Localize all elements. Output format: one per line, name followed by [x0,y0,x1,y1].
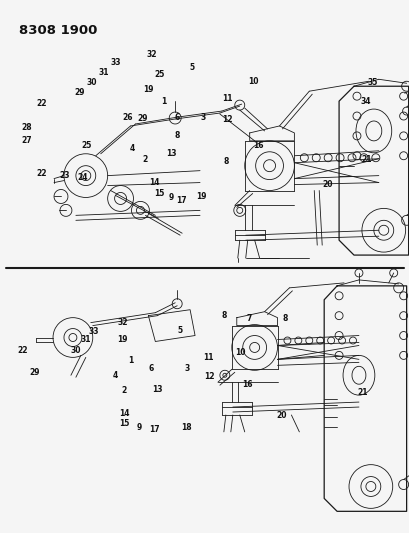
Text: 32: 32 [117,318,128,327]
Text: 16: 16 [242,379,252,389]
Text: 12: 12 [222,115,232,124]
Text: 2: 2 [142,155,147,164]
Text: 33: 33 [110,58,120,67]
Text: 22: 22 [36,99,47,108]
Text: 23: 23 [59,171,70,180]
Text: 25: 25 [81,141,92,150]
Text: 8: 8 [174,131,180,140]
Text: 1: 1 [160,97,166,106]
Text: 30: 30 [86,78,97,87]
Text: 18: 18 [181,423,191,432]
Text: 22: 22 [36,169,47,179]
Text: 1: 1 [128,356,133,365]
Text: 34: 34 [360,97,370,106]
Text: 13: 13 [166,149,176,158]
Text: 4: 4 [130,144,135,154]
Text: 31: 31 [99,68,109,77]
Text: 4: 4 [112,370,118,379]
Text: 15: 15 [154,189,164,198]
Text: 6: 6 [174,112,180,122]
Text: 22: 22 [17,345,28,354]
Text: 11: 11 [222,94,232,103]
Text: 16: 16 [253,141,263,150]
Text: 11: 11 [202,353,213,362]
Text: 27: 27 [21,136,32,145]
Text: 17: 17 [175,196,186,205]
Text: 19: 19 [196,192,207,201]
Text: 10: 10 [235,348,245,357]
Text: 25: 25 [154,70,164,79]
Text: 29: 29 [29,368,40,377]
Text: 28: 28 [21,123,32,132]
Text: 19: 19 [117,335,128,344]
Text: 21: 21 [357,388,367,397]
Text: 9: 9 [169,193,174,202]
Text: 14: 14 [119,409,129,418]
Text: 19: 19 [142,85,153,94]
Text: 30: 30 [70,345,81,354]
Text: 31: 31 [81,335,91,344]
Text: 35: 35 [367,78,377,87]
Text: 5: 5 [189,63,194,72]
Text: 14: 14 [148,179,159,188]
Text: 26: 26 [122,112,133,122]
Text: 3: 3 [200,112,205,122]
Text: 6: 6 [148,364,153,373]
Text: 9: 9 [136,423,142,432]
Text: 8: 8 [221,311,227,320]
Text: 15: 15 [119,419,129,427]
Text: 24: 24 [77,173,88,182]
Text: 21: 21 [361,155,371,164]
Text: 32: 32 [146,50,157,59]
Text: 2: 2 [121,386,127,395]
Text: 13: 13 [151,385,162,394]
Text: 8308 1900: 8308 1900 [19,23,97,37]
Text: 10: 10 [247,77,258,86]
Text: 17: 17 [148,425,159,434]
Text: 7: 7 [246,314,251,323]
Text: 33: 33 [89,327,99,336]
Text: 5: 5 [177,326,182,335]
Text: 3: 3 [184,364,189,373]
Text: 29: 29 [137,114,148,123]
Text: 20: 20 [276,411,286,421]
Text: 20: 20 [321,180,332,189]
Text: 8: 8 [282,314,288,323]
Text: 29: 29 [74,88,85,98]
Text: 8: 8 [223,157,228,166]
Text: 12: 12 [204,372,215,381]
